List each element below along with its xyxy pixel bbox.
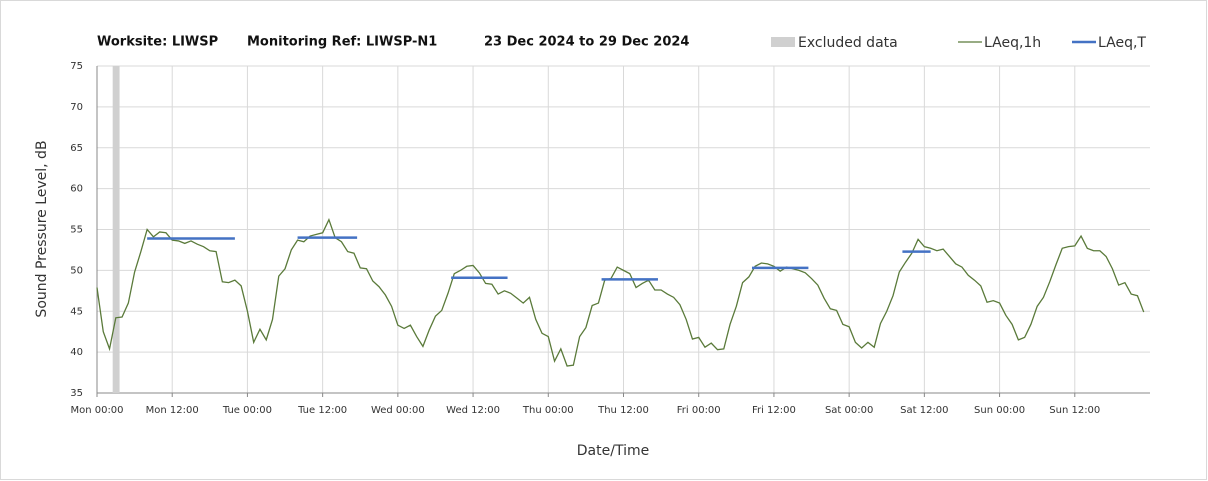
x-tick-label: Fri 12:00 [752,405,796,416]
title-dates: 23 Dec 2024 to 29 Dec 2024 [484,35,689,50]
legend-label: Excluded data [798,35,898,51]
y-tick-label: 55 [70,225,83,236]
x-tick-label: Thu 12:00 [597,405,649,416]
x-tick-label: Sun 00:00 [974,405,1025,416]
y-tick-label: 60 [70,184,83,195]
y-tick-label: 40 [70,347,83,358]
y-tick-label: 45 [70,306,83,317]
y-tick-label: 50 [70,265,83,276]
x-tick-label: Fri 00:00 [677,405,721,416]
y-tick-label: 35 [70,388,83,399]
legend-swatch [771,37,795,47]
legend-label: LAeq,1h [984,35,1041,51]
x-tick-label: Wed 00:00 [371,405,425,416]
x-axis-label: Date/Time [577,443,649,459]
x-tick-label: Mon 00:00 [70,405,123,416]
x-tick-label: Wed 12:00 [446,405,500,416]
legend-label: LAeq,T [1098,35,1146,51]
series-line [96,217,1145,367]
y-tick-label: 75 [70,61,83,72]
x-tick-label: Sun 12:00 [1049,405,1100,416]
y-tick-label: 70 [70,102,83,113]
x-tick-label: Mon 12:00 [146,405,199,416]
y-axis-label: Sound Pressure Level, dB [34,140,50,317]
x-tick-label: Tue 00:00 [222,405,272,416]
x-tick-label: Tue 12:00 [297,405,347,416]
x-tick-label: Thu 00:00 [522,405,574,416]
title-ref: Monitoring Ref: LIWSP-N1 [247,35,437,50]
x-tick-label: Sat 00:00 [825,405,873,416]
excluded-band [112,66,120,393]
x-tick-label: Sat 12:00 [900,405,948,416]
title-worksite: Worksite: LIWSP [97,35,218,50]
y-tick-label: 65 [70,143,83,154]
